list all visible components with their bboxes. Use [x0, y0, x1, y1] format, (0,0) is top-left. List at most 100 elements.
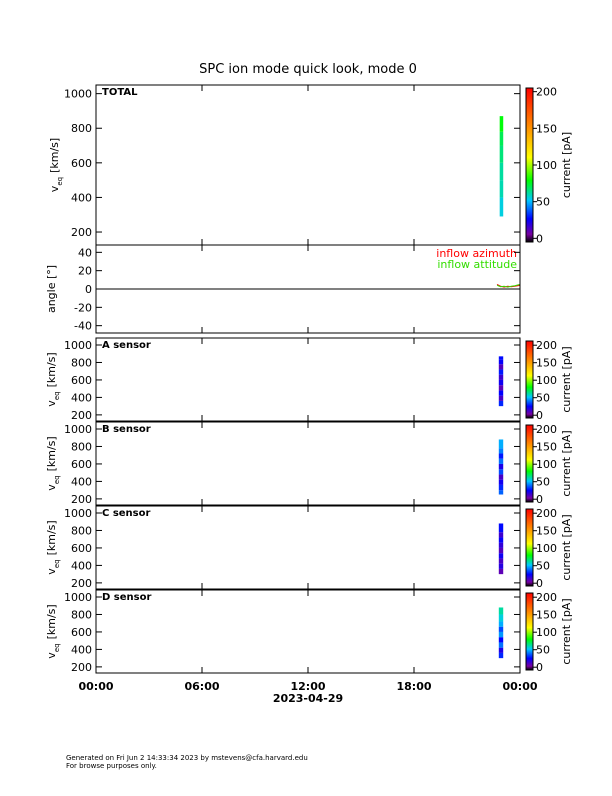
y-axis-label-unit: [km/s] — [45, 352, 58, 387]
y-tick-label: 400 — [71, 391, 92, 404]
spectrogram-cell — [498, 542, 504, 548]
spectrogram-cell — [498, 568, 504, 575]
colorbar-tick-label: 50 — [536, 476, 550, 489]
spectrogram-cell — [498, 621, 504, 627]
colorbar-label: current [pA] — [560, 430, 573, 496]
spectrogram-cell — [498, 547, 504, 554]
colorbar-tick-label: 150 — [536, 609, 557, 622]
spectrogram-cell — [498, 356, 504, 360]
spectrogram-cell — [498, 390, 504, 396]
x-tick-label: 00:00 — [502, 680, 537, 693]
y-axis-label-sub: eq — [53, 559, 61, 568]
y-tick-label: 800 — [71, 524, 92, 537]
y-tick-label: 600 — [71, 542, 92, 555]
spectrogram-cell — [499, 145, 504, 163]
colorbar-label: current [pA] — [560, 346, 573, 412]
spectrogram-cell — [498, 395, 504, 401]
spectrogram-cell — [498, 379, 504, 386]
colorbar-tick-label: 150 — [536, 357, 557, 370]
colorbar-tick-label: 100 — [536, 458, 557, 471]
spectrogram-cell — [499, 116, 504, 132]
colorbar-tick-label: 200 — [536, 86, 557, 99]
y-axis-label-main: v — [45, 400, 58, 407]
colorbar — [525, 508, 534, 587]
panel-frame — [95, 505, 521, 590]
line-series — [496, 283, 521, 288]
colorbar-tick-label: 150 — [536, 441, 557, 454]
y-tick-label: 20 — [78, 265, 92, 278]
y-tick-label: 1000 — [64, 591, 92, 604]
y-axis-label-unit: [km/s] — [45, 520, 58, 555]
panel-frame — [95, 84, 521, 246]
colorbar-tick-label: 200 — [536, 339, 557, 352]
colorbar-tick-label: 150 — [536, 525, 557, 538]
colorbar-tick-label: 100 — [536, 626, 557, 639]
y-tick-label: -40 — [74, 320, 92, 333]
spectrogram-cell — [498, 537, 504, 543]
y-tick-label: 1000 — [64, 339, 92, 352]
spectrogram-cell — [498, 652, 504, 659]
colorbar-tick-label: 0 — [536, 661, 543, 674]
y-axis-label-sub: eq — [53, 475, 61, 484]
y-axis-label: veq [km/s] — [48, 138, 64, 192]
y-tick-label: 400 — [71, 559, 92, 572]
colorbar-tick-label: 0 — [536, 232, 543, 245]
y-tick-label: 600 — [71, 458, 92, 471]
y-axis-label-main: v — [45, 484, 58, 491]
panel-label: TOTAL — [102, 87, 138, 98]
footer: For browse purposes only. — [66, 762, 157, 770]
x-tick-label: 12:00 — [290, 680, 325, 693]
y-axis-label: veq [km/s] — [45, 520, 61, 574]
colorbar-tick-label: 200 — [536, 507, 557, 520]
spectrogram-cell — [498, 364, 504, 370]
y-axis-label: veq [km/s] — [45, 604, 61, 658]
spectrogram-cell — [498, 626, 504, 632]
y-axis-label: veq [km/s] — [45, 436, 61, 490]
colorbar-tick-label: 100 — [536, 542, 557, 555]
spectrogram-cell — [498, 369, 504, 375]
colorbar — [525, 592, 534, 671]
spectrogram-cell — [498, 490, 504, 495]
y-tick-label: 200 — [71, 226, 92, 239]
colorbar-tick-label: 50 — [536, 196, 550, 209]
y-axis-label-main: v — [45, 568, 58, 575]
y-tick-label: 600 — [71, 157, 92, 170]
y-axis-label-unit: [km/s] — [45, 604, 58, 639]
colorbar — [525, 424, 534, 503]
spectrogram-cell — [498, 463, 504, 470]
y-tick-label: 400 — [71, 475, 92, 488]
spectrogram-cell — [498, 647, 504, 653]
y-axis-label: angle [°] — [45, 265, 58, 313]
x-tick-label: 18:00 — [396, 680, 431, 693]
y-tick-label: 1000 — [64, 507, 92, 520]
colorbar-label: current [pA] — [560, 132, 573, 198]
y-axis-label-unit: [km/s] — [45, 436, 58, 471]
y-tick-label: 0 — [85, 283, 92, 296]
legend-entry: inflow azimuth — [436, 247, 517, 260]
legend-entry: inflow attitude — [437, 258, 517, 271]
spectrogram-cell — [498, 563, 504, 569]
panel-label: D sensor — [102, 592, 151, 603]
colorbar-tick-label: 0 — [536, 577, 543, 590]
y-tick-label: 800 — [71, 608, 92, 621]
panel-label: A sensor — [102, 340, 151, 351]
colorbar-tick-label: 200 — [536, 423, 557, 436]
y-tick-label: 200 — [71, 409, 92, 422]
spectrogram-cell — [499, 162, 504, 181]
spectrogram-cell — [499, 180, 504, 198]
spectrogram-cell — [498, 400, 504, 407]
spectrogram-cell — [498, 558, 504, 564]
x-tick-label: 06:00 — [184, 680, 219, 693]
spectrogram-cell — [498, 385, 504, 391]
colorbar-tick-label: 50 — [536, 644, 550, 657]
panel-label: C sensor — [102, 508, 150, 519]
y-axis-label-unit: [km/s] — [48, 138, 61, 173]
y-axis-label-sub: eq — [56, 177, 64, 186]
y-tick-label: 600 — [71, 374, 92, 387]
y-axis-label-sub: eq — [53, 643, 61, 652]
spectrogram-cell — [498, 642, 504, 648]
spectrogram-cell — [498, 479, 504, 485]
spectrogram-cell — [498, 359, 504, 365]
spectrogram-cell — [498, 637, 504, 643]
